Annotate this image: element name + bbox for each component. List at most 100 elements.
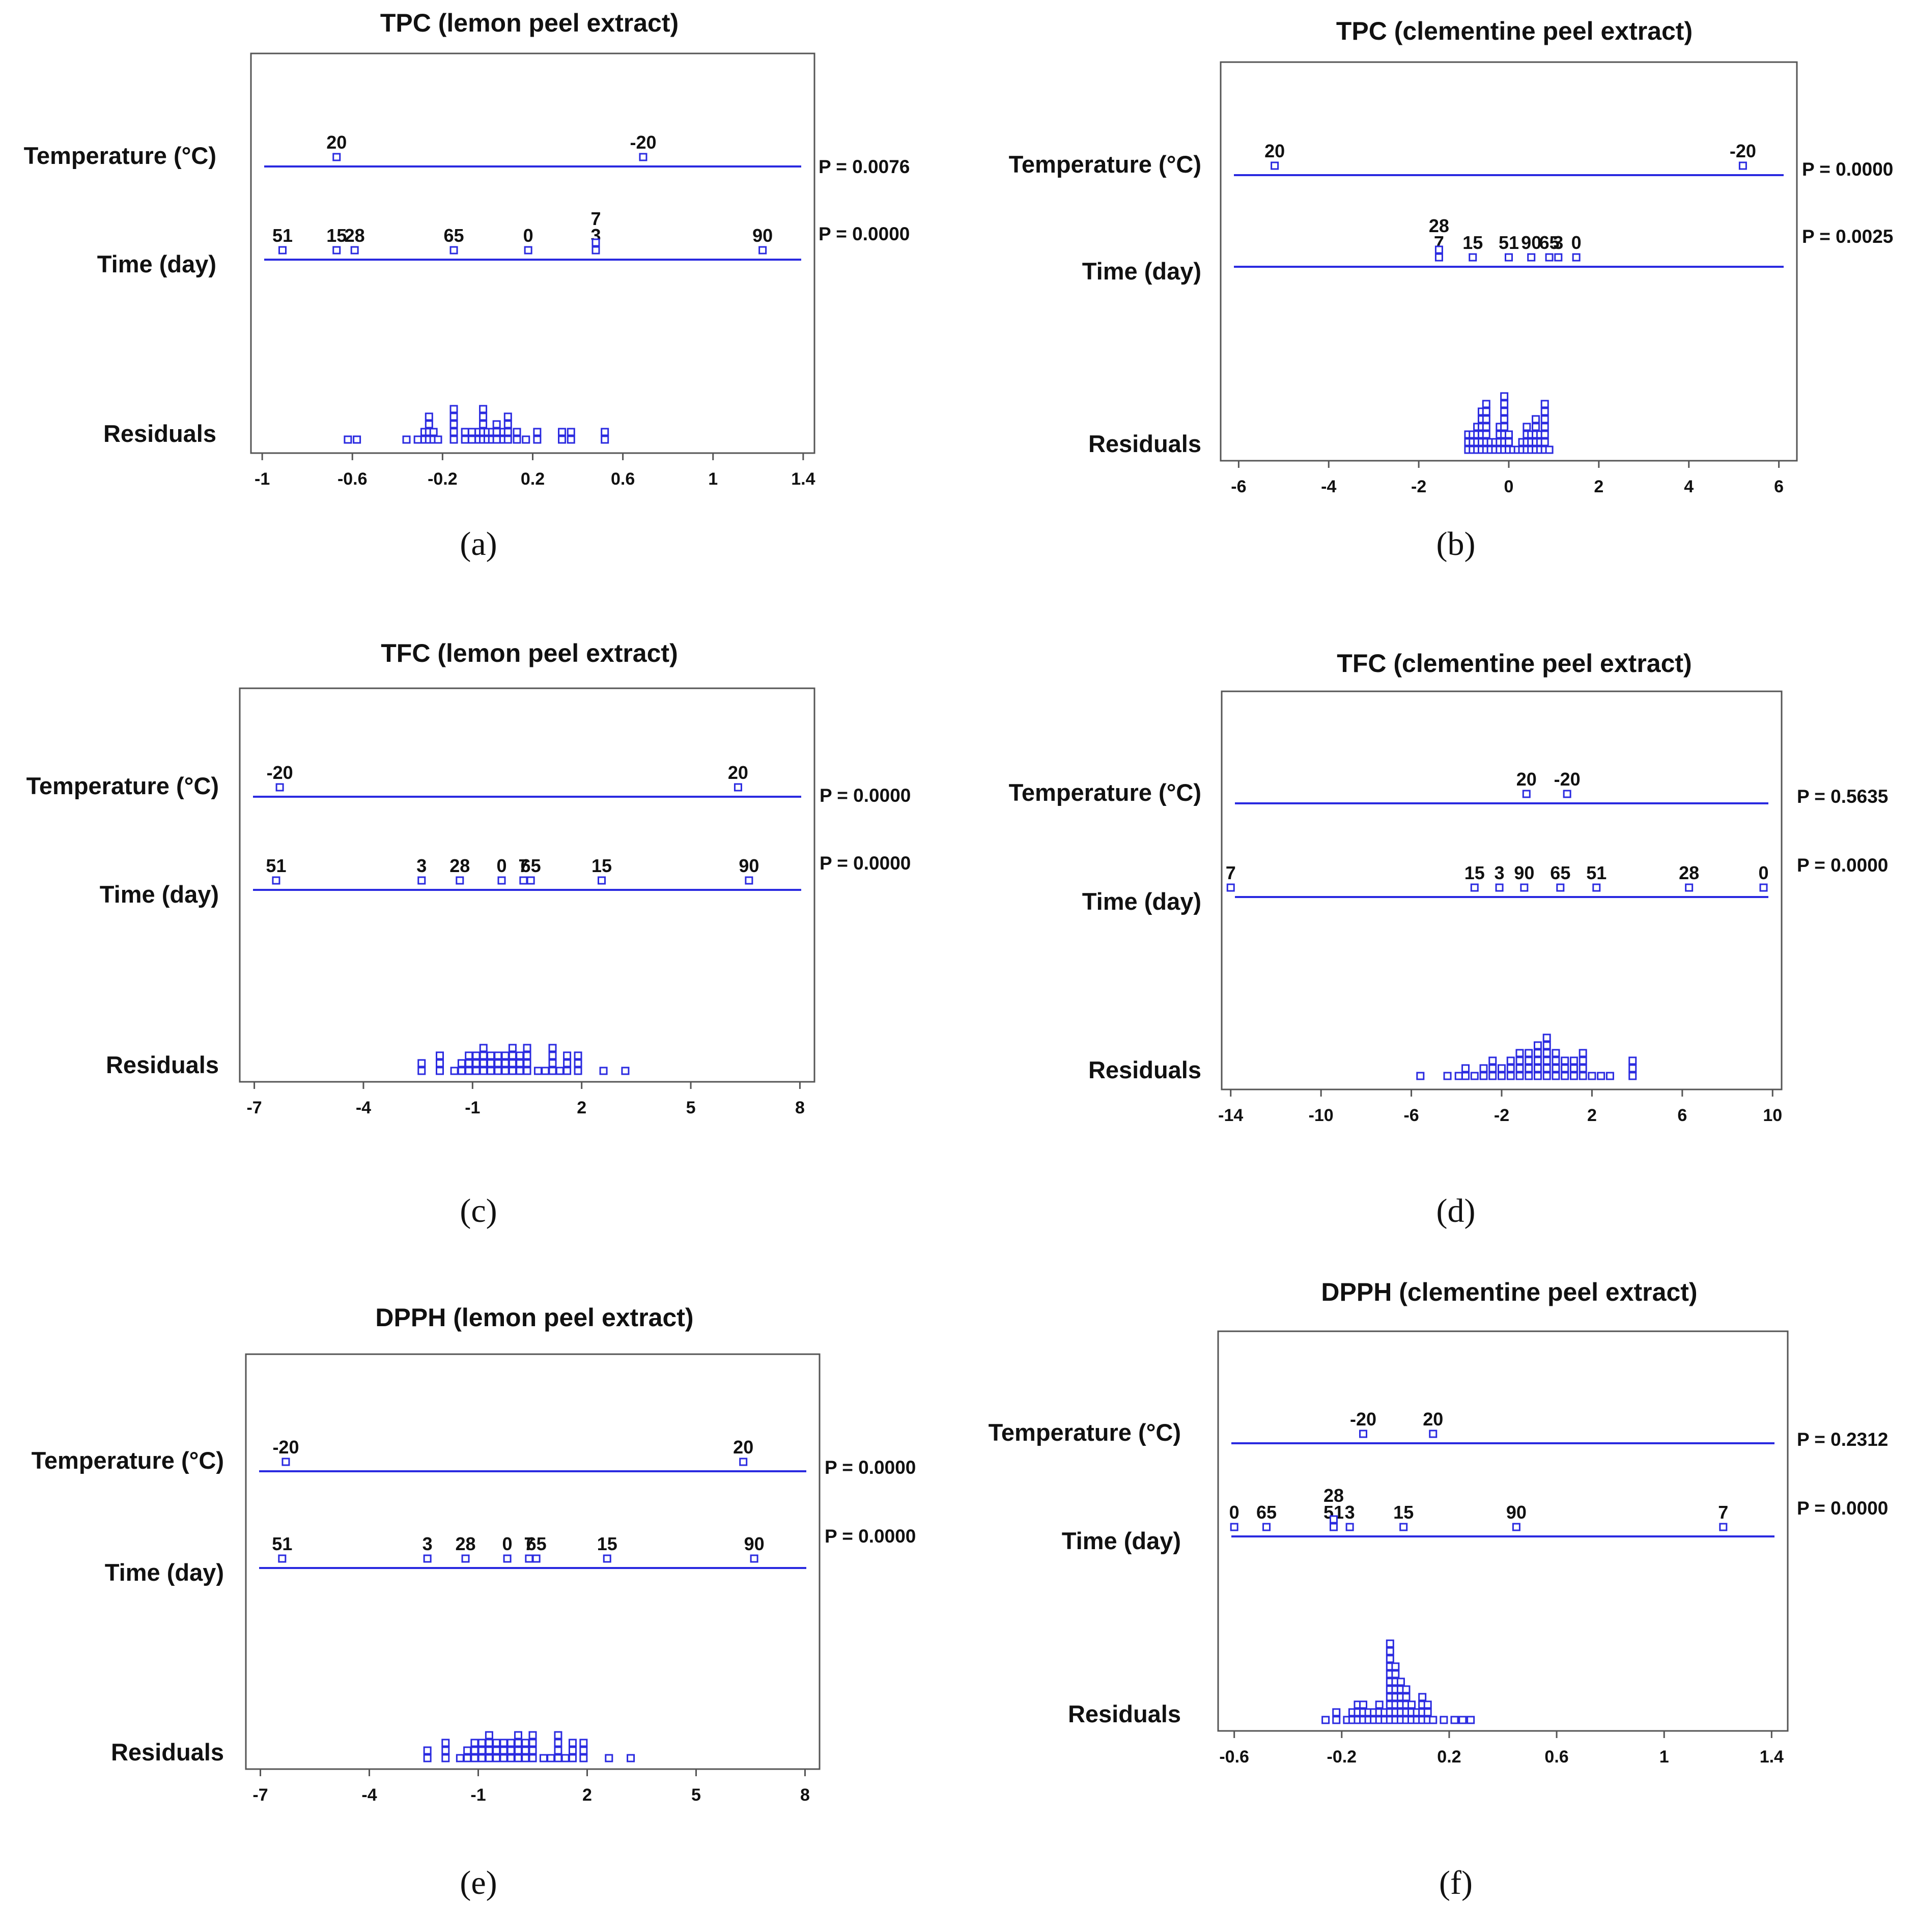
residual-point <box>1506 1056 1515 1065</box>
residual-point <box>1396 1677 1405 1686</box>
residual-point <box>461 435 469 444</box>
temperature-point-label: 20 <box>733 1437 753 1458</box>
residual-point <box>501 1051 510 1060</box>
residual-point <box>441 1746 450 1755</box>
time-row-label: Time (day) <box>105 1559 224 1586</box>
panel-b: TPC (clementine peel extract)-6 -4 -2 0 2 4 6T… <box>1009 17 1894 563</box>
axis-tick-label: 0.6 <box>611 469 635 489</box>
residual-point <box>492 1746 501 1755</box>
residual-point <box>1488 1072 1497 1080</box>
residual-point <box>434 435 442 444</box>
temperature-p-value: P = 0.5635 <box>1797 786 1888 807</box>
residual-point <box>1500 400 1509 408</box>
temperature-p-value: P = 0.0000 <box>820 785 911 806</box>
residual-point <box>523 1051 531 1060</box>
time-point-label: 3 <box>422 1533 433 1554</box>
residual-point <box>449 435 458 444</box>
residual-point <box>485 1731 493 1740</box>
residual-point <box>499 1746 508 1755</box>
residual-point <box>1500 415 1509 424</box>
time-row-label: Time (day) <box>1062 1527 1181 1554</box>
temperature-point <box>1563 790 1571 798</box>
residual-point <box>1579 1072 1587 1080</box>
time-point-label: 65 <box>526 1533 547 1554</box>
time-point <box>524 246 532 255</box>
time-point-label: 15 <box>597 1533 617 1554</box>
residual-point <box>1482 423 1490 431</box>
residual-point <box>1423 1708 1432 1717</box>
residuals-row-label: Residuals <box>1088 1056 1201 1083</box>
time-point <box>603 1554 611 1563</box>
residual-point <box>1386 1647 1394 1656</box>
temperature-row-label: Temperature (°C) <box>24 142 216 169</box>
residual-point <box>601 435 609 444</box>
time-point-label: 15 <box>591 855 612 876</box>
residual-point <box>477 1754 486 1762</box>
residual-point <box>413 435 422 444</box>
residual-point <box>449 405 458 413</box>
residual-point <box>1569 1064 1578 1073</box>
time-point <box>1572 253 1581 262</box>
residual-point <box>402 435 411 444</box>
plot-frame <box>239 687 815 1083</box>
residual-point <box>1500 423 1509 431</box>
residual-point <box>1402 1693 1411 1701</box>
residual-point <box>574 1067 582 1075</box>
residual-point <box>1605 1072 1614 1080</box>
residual-point <box>1443 1072 1452 1080</box>
residual-point <box>1542 1056 1551 1065</box>
residual-point <box>539 1754 548 1762</box>
time-point-label: 51 <box>272 225 293 246</box>
time-point <box>750 1554 758 1563</box>
residual-point <box>436 1051 444 1060</box>
residual-point <box>465 1051 473 1060</box>
residual-point <box>548 1067 557 1075</box>
residual-point <box>479 420 488 429</box>
axis-tick-label: -7 <box>246 1098 262 1117</box>
residual-point <box>479 1059 488 1068</box>
residual-point <box>1545 445 1554 454</box>
time-point <box>1505 253 1513 262</box>
residual-point <box>568 1754 577 1762</box>
residual-point <box>605 1754 613 1762</box>
residual-point <box>1579 1049 1587 1057</box>
time-point-label: 65 <box>443 225 464 246</box>
residual-point <box>1479 1064 1488 1073</box>
residual-point <box>441 1754 450 1762</box>
plot-frame <box>1217 1330 1789 1732</box>
time-point <box>332 246 341 255</box>
temperature-point-label: -20 <box>1350 1409 1376 1430</box>
residual-point <box>506 1739 515 1747</box>
time-point <box>1512 1523 1520 1531</box>
residual-point <box>1579 1064 1587 1073</box>
time-point <box>1345 1523 1354 1531</box>
residual-point <box>1488 1056 1497 1065</box>
panel-title: DPPH (clementine peel extract) <box>1321 1278 1697 1306</box>
residual-point <box>1407 1700 1416 1709</box>
time-point <box>525 1554 533 1563</box>
time-point <box>1469 253 1477 262</box>
time-point-label: 90 <box>744 1533 765 1554</box>
residual-point <box>555 1067 564 1075</box>
residual-point <box>470 1739 479 1747</box>
axis-tick-label: -4 <box>361 1785 377 1805</box>
temperature-point <box>734 783 742 792</box>
residual-point <box>1540 423 1549 431</box>
temperature-point-label: -20 <box>272 1437 299 1458</box>
time-point <box>1685 883 1694 892</box>
residual-point <box>472 1059 481 1068</box>
time-point <box>519 876 528 885</box>
residual-point <box>487 1051 495 1060</box>
axis-tick-label: 2 <box>1594 477 1603 496</box>
temperature-point <box>1271 161 1279 170</box>
time-point-label: 15 <box>1462 232 1483 253</box>
residual-point <box>470 1754 479 1762</box>
residual-point <box>523 1067 531 1075</box>
temperature-point-label: -20 <box>267 762 293 783</box>
axis-tick-label: -6 <box>1403 1106 1419 1125</box>
residuals-row-label: Residuals <box>1088 430 1201 457</box>
time-point-label: 7 <box>590 208 601 229</box>
residual-point <box>554 1754 562 1762</box>
residual-point <box>1561 1056 1569 1065</box>
temperature-point <box>739 1458 748 1466</box>
